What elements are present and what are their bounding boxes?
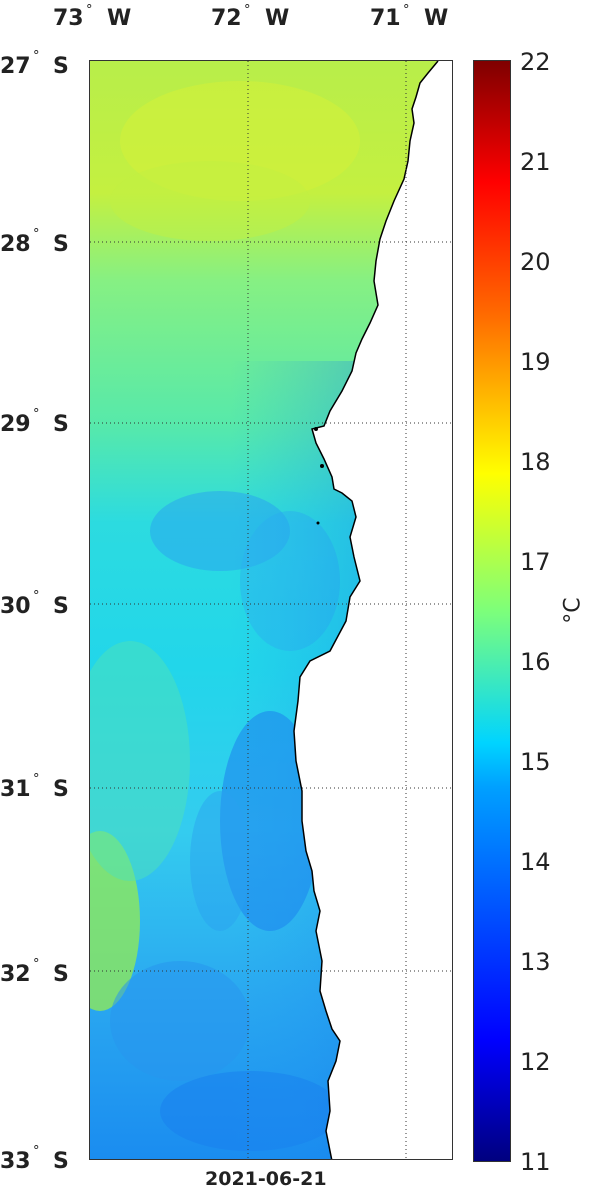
lon-label-73w-hemisphere: W: [107, 6, 132, 31]
lat-label-27s-degree: °: [33, 49, 40, 64]
lat-label-33s-degree: °: [33, 1144, 40, 1159]
lat-label-30s-number: 30: [0, 594, 31, 619]
lat-label-29s-number: 29: [0, 412, 31, 437]
colorbar-tick-13: 13: [520, 948, 551, 976]
ocean-field: [90, 61, 438, 1159]
sst-map: [89, 60, 453, 1160]
lon-label-71w-degree: °: [403, 3, 410, 18]
lat-label-32s-hemisphere: S: [53, 962, 69, 987]
sst-map-svg: [90, 61, 452, 1159]
lat-label-31s-number: 31: [0, 777, 31, 802]
lat-label-31s-degree: °: [33, 772, 40, 787]
lat-label-27s-hemisphere: S: [53, 54, 69, 79]
lat-label-33s-hemisphere: S: [53, 1149, 69, 1174]
island: [320, 464, 324, 468]
colorbar-tick-17: 17: [520, 548, 551, 576]
colorbar-tick-19: 19: [520, 348, 551, 376]
graticule: [90, 61, 452, 1159]
island: [316, 521, 320, 525]
lat-label-28s-hemisphere: S: [53, 232, 69, 257]
lon-label-73w-number: 73: [53, 6, 84, 31]
lon-label-72w-degree: °: [244, 3, 251, 18]
colorbar-tick-11: 11: [520, 1148, 551, 1176]
lat-label-32s-degree: °: [33, 957, 40, 972]
lat-label-28s-degree: °: [33, 227, 40, 242]
island: [314, 427, 318, 431]
lat-label-31s-hemisphere: S: [53, 777, 69, 802]
colorbar-unit-label: °C: [560, 597, 586, 624]
colorbar-tick-20: 20: [520, 248, 551, 276]
colorbar: [473, 60, 511, 1162]
lon-label-72w-hemisphere: W: [265, 6, 290, 31]
colorbar-tick-16: 16: [520, 648, 551, 676]
date-label: 2021-06-21: [205, 1168, 327, 1190]
lon-label-71w-number: 71: [370, 6, 401, 31]
colorbar-tick-18: 18: [520, 448, 551, 476]
lat-label-27s-number: 27: [0, 54, 31, 79]
coastline: [293, 61, 439, 1159]
lon-label-72w-number: 72: [211, 6, 242, 31]
lat-label-29s-hemisphere: S: [53, 412, 69, 437]
colorbar-tick-22: 22: [520, 48, 551, 76]
lon-label-71w-hemisphere: W: [424, 6, 449, 31]
lon-label-73w-degree: °: [86, 3, 93, 18]
lat-label-28s-number: 28: [0, 232, 31, 257]
colorbar-tick-12: 12: [520, 1048, 551, 1076]
lat-label-32s-number: 32: [0, 962, 31, 987]
colorbar-tick-21: 21: [520, 148, 551, 176]
colorbar-tick-15: 15: [520, 748, 551, 776]
colorbar-tick-14: 14: [520, 848, 551, 876]
lat-label-30s-hemisphere: S: [53, 594, 69, 619]
lat-label-29s-degree: °: [33, 407, 40, 422]
colorbar-svg: [474, 61, 510, 1161]
lat-label-33s-number: 33: [0, 1149, 31, 1174]
lat-label-30s-degree: °: [33, 589, 40, 604]
